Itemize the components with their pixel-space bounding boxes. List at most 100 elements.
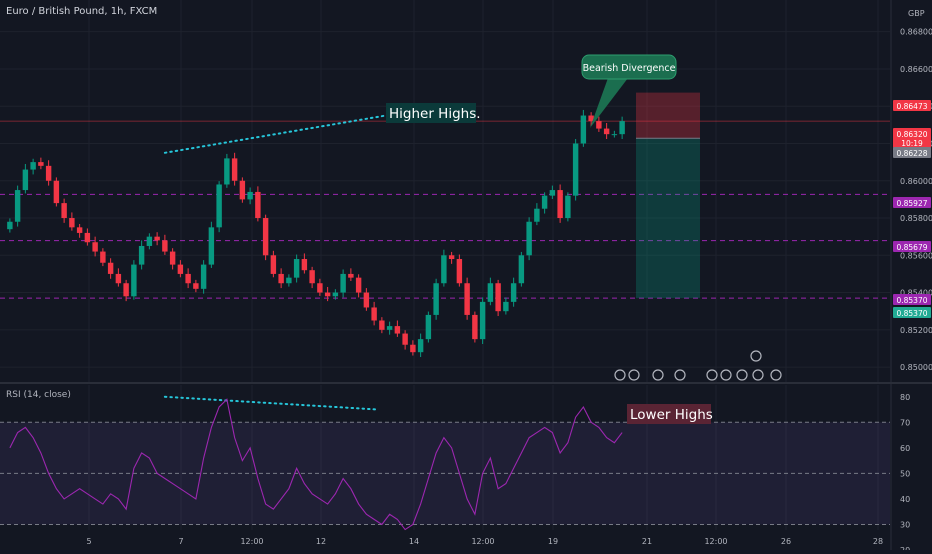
candle-body [131, 264, 137, 297]
candle-body [301, 259, 308, 271]
price-tag-value: 0.85927 [896, 199, 927, 208]
candle-body [472, 314, 478, 340]
event-icon [750, 350, 762, 362]
time-tick-label: 12:00 [704, 537, 727, 546]
price-tag-value: 0.85679 [896, 243, 927, 252]
event-icon [628, 369, 640, 381]
stop-loss-zone [636, 92, 700, 139]
candle-body [162, 240, 168, 252]
rsi-tick-label: 50 [900, 469, 910, 478]
candle-body [22, 169, 29, 191]
candle-body [464, 283, 470, 315]
candle-body [565, 195, 571, 219]
lower-highs-label: Lower Highs [630, 407, 713, 423]
candle-body [200, 264, 207, 289]
candle-body [154, 236, 160, 241]
candle-body [69, 218, 75, 228]
price-tag-value: 0.85370 [896, 296, 927, 305]
candle-body [185, 273, 191, 284]
time-tick-label: 28 [873, 537, 883, 546]
time-tick-label: 12:00 [471, 537, 494, 546]
candle-body [7, 221, 13, 230]
candle-body [332, 292, 339, 297]
lower-highs-box [627, 404, 711, 424]
price-tag-value: 0.86473 [896, 102, 927, 111]
event-icon [674, 369, 686, 381]
time-tick-label: 19 [548, 537, 558, 546]
candle-body [534, 208, 540, 222]
rsi-trendline [163, 395, 379, 411]
candle-body [262, 218, 269, 256]
bearish-divergence-callout[interactable]: Bearish Divergence [581, 54, 677, 128]
candle-body [425, 314, 432, 340]
candle-body [479, 301, 486, 340]
event-icon [770, 369, 782, 381]
candle-body [603, 128, 610, 135]
candle-body [115, 273, 122, 284]
short-position[interactable] [636, 92, 700, 299]
price-tag-bg [893, 100, 931, 111]
candle-body [371, 307, 377, 321]
candle-body [611, 134, 618, 136]
candle-body [146, 236, 153, 246]
callout-box [581, 54, 677, 80]
candle-body [495, 283, 501, 312]
time-tick-label: 12:00 [240, 537, 263, 546]
price-tick-label: 0.86600 [900, 65, 932, 74]
time-tick-label: 26 [781, 537, 791, 546]
price-tag-bg [893, 241, 931, 252]
trendlines[interactable] [163, 114, 387, 411]
rsi-tick-label: 80 [900, 393, 910, 402]
price-tick-label: 0.85400 [900, 289, 932, 298]
price-tick-label: 0.85200 [900, 326, 932, 335]
price-axis[interactable]: 0.868000.866000.864000.862000.860000.858… [900, 28, 932, 554]
time-tick-label: 5 [86, 537, 91, 546]
candle-body [38, 162, 44, 166]
time-tick-label: 12 [316, 537, 326, 546]
candle-body [286, 277, 292, 284]
price-tag-value: 0.86228 [896, 149, 927, 158]
event-icon [736, 369, 748, 381]
candle-body [348, 273, 354, 278]
price-tick-label: 0.85800 [900, 214, 932, 223]
candle-body [355, 277, 362, 293]
price-tag-bg [893, 128, 931, 148]
candle-body [14, 190, 21, 222]
price-tag-value: 0.85370 [896, 309, 927, 318]
candle-body [123, 283, 129, 297]
time-tick-label: 14 [409, 537, 419, 546]
candle-body [340, 273, 346, 293]
time-tick-label: 21 [642, 537, 652, 546]
candle-body [487, 283, 494, 302]
callout-pointer [590, 78, 628, 128]
candle-body [363, 292, 370, 308]
candle-body [441, 255, 447, 284]
candle-body [448, 255, 455, 260]
chart-title: Euro / British Pound, 1h, FXCM [6, 6, 157, 17]
time-tick-label: 7 [178, 537, 183, 546]
candle-body [619, 121, 625, 135]
candle-body [247, 191, 253, 200]
candle-body [309, 270, 315, 284]
price-tag-bg [893, 294, 931, 305]
price-tag-bg [893, 307, 931, 318]
candlestick-series [7, 109, 625, 358]
candle-body [255, 191, 261, 219]
event-icon [720, 369, 732, 381]
candle-body [92, 242, 98, 252]
event-icon [752, 369, 764, 381]
candle-body [549, 190, 556, 196]
economic-events[interactable] [614, 350, 782, 381]
candle-body [596, 121, 602, 129]
candle-body [30, 162, 36, 170]
candle-body [394, 326, 401, 334]
candle-body [503, 301, 509, 312]
callout-text: Bearish Divergence [583, 63, 676, 74]
rsi-tick-label: 60 [900, 444, 910, 453]
candle-body [518, 255, 525, 284]
time-axis[interactable]: 5 7 12:00 12 14 12:00 19 21 12:00 26 28 [86, 537, 883, 546]
event-icon [614, 369, 626, 381]
